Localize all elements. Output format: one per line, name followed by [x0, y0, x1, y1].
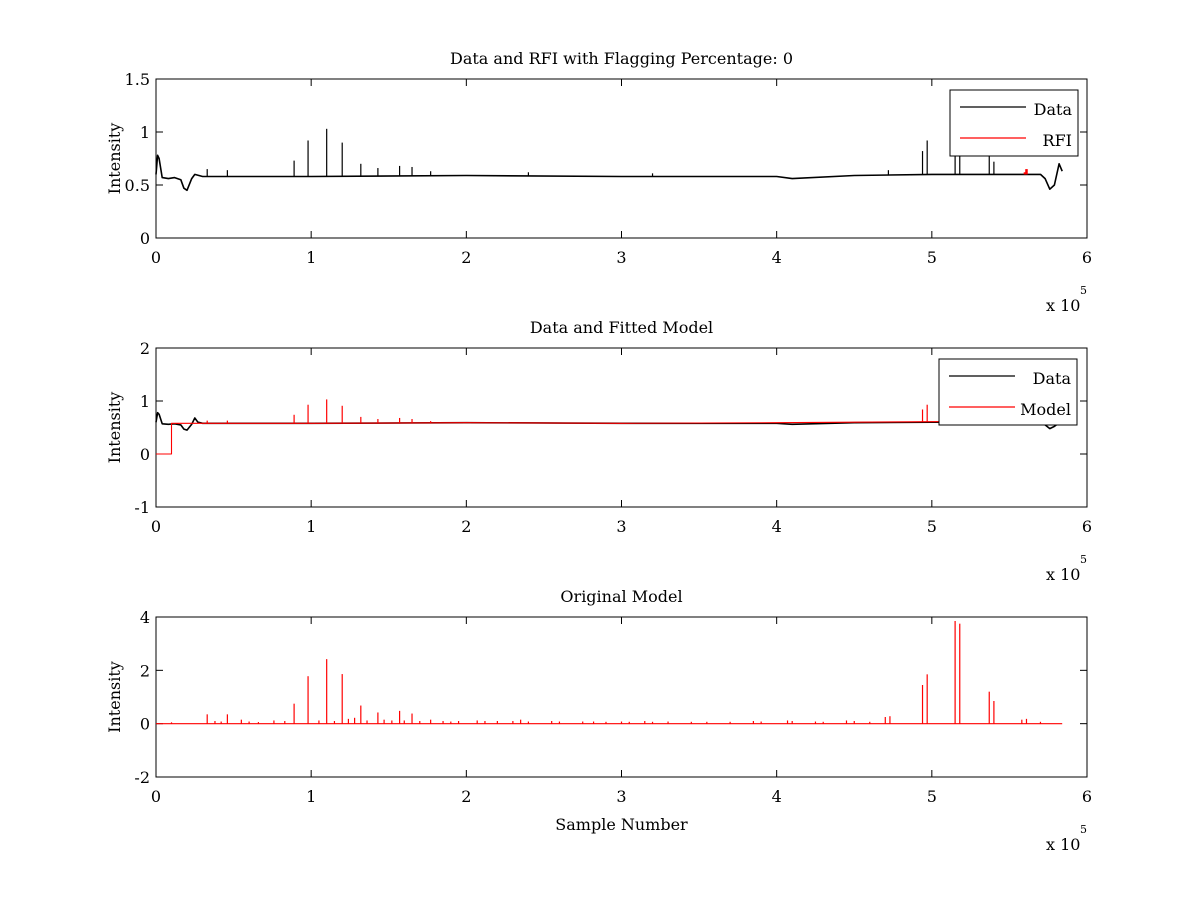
y-tick-label: 0.5 — [125, 176, 150, 195]
x-tick-label: 5 — [927, 787, 937, 806]
legend: Data Model — [938, 358, 1078, 426]
x-exponent-power: 5 — [1080, 823, 1087, 836]
chart-title: Original Model — [560, 587, 682, 606]
x-tick-label: 5 — [927, 248, 937, 267]
y-axis-label: Intensity — [105, 661, 124, 733]
y-tick-label: 2 — [140, 661, 150, 680]
legend-label-rfi: RFI — [1043, 131, 1072, 150]
x-tick-label: 4 — [772, 517, 782, 536]
x-exponent-power: 5 — [1080, 284, 1087, 297]
x-tick-label: 6 — [1082, 248, 1092, 267]
y-tick-label: 0 — [140, 445, 150, 464]
x-tick-label: 3 — [616, 787, 626, 806]
x-exponent-label: x 10 — [1046, 835, 1080, 854]
x-axis-label: Sample Number — [555, 815, 688, 834]
legend-box — [949, 89, 1079, 157]
x-tick-label: 2 — [461, 248, 471, 267]
x-exponent-power: 5 — [1080, 553, 1087, 566]
y-tick-label: -2 — [134, 768, 150, 787]
x-tick-label: 0 — [151, 248, 161, 267]
plot-area — [155, 616, 1088, 778]
y-tick-label: 1 — [140, 123, 150, 142]
x-tick-label: 0 — [151, 517, 161, 536]
x-tick-label: 4 — [772, 787, 782, 806]
x-tick-label: 6 — [1082, 787, 1092, 806]
series-data — [155, 128, 1063, 192]
x-tick-label: 2 — [461, 517, 471, 536]
y-tick-label: 1 — [140, 392, 150, 411]
y-axis-label: Intensity — [105, 392, 124, 464]
series-line-model — [156, 420, 1063, 455]
y-tick-label: 0 — [140, 229, 150, 248]
x-tick-label: 0 — [151, 787, 161, 806]
x-tick-label: 4 — [772, 248, 782, 267]
legend-label-model: Model — [1020, 400, 1071, 419]
x-tick-label: 3 — [616, 248, 626, 267]
plot-area — [155, 347, 1088, 508]
chart-title: Data and RFI with Flagging Percentage: 0 — [450, 49, 793, 68]
y-tick-label: 2 — [140, 339, 150, 358]
legend-label-data: Data — [1033, 369, 1072, 388]
series-model — [156, 621, 1063, 725]
x-tick-label: 1 — [306, 517, 316, 536]
chart-title: Data and Fitted Model — [530, 318, 713, 337]
x-tick-label: 1 — [306, 248, 316, 267]
x-tick-label: 6 — [1082, 517, 1092, 536]
y-tick-label: 1.5 — [125, 70, 150, 89]
legend-box — [938, 358, 1078, 426]
legend-label-data: Data — [1034, 100, 1073, 119]
series-line-data — [155, 154, 1063, 192]
subplot-1: 0 1 2 3 4 5 6 0 0.5 1 1.5 Data and RFI with Flaggin… — [105, 49, 1092, 315]
series-rfi — [1023, 169, 1028, 175]
x-tick-label: 5 — [927, 517, 937, 536]
x-exponent-label: x 10 — [1046, 565, 1080, 584]
legend: Data RFI — [949, 89, 1079, 157]
x-exponent-label: x 10 — [1046, 296, 1080, 315]
y-tick-label: -1 — [134, 498, 150, 517]
series-model — [156, 399, 1063, 455]
x-tick-label: 1 — [306, 787, 316, 806]
y-tick-label: 0 — [140, 715, 150, 734]
plot-area — [155, 78, 1088, 239]
y-tick-label: 4 — [140, 608, 150, 627]
x-tick-label: 2 — [461, 787, 471, 806]
y-axis-label: Intensity — [105, 123, 124, 195]
x-tick-label: 3 — [616, 517, 626, 536]
